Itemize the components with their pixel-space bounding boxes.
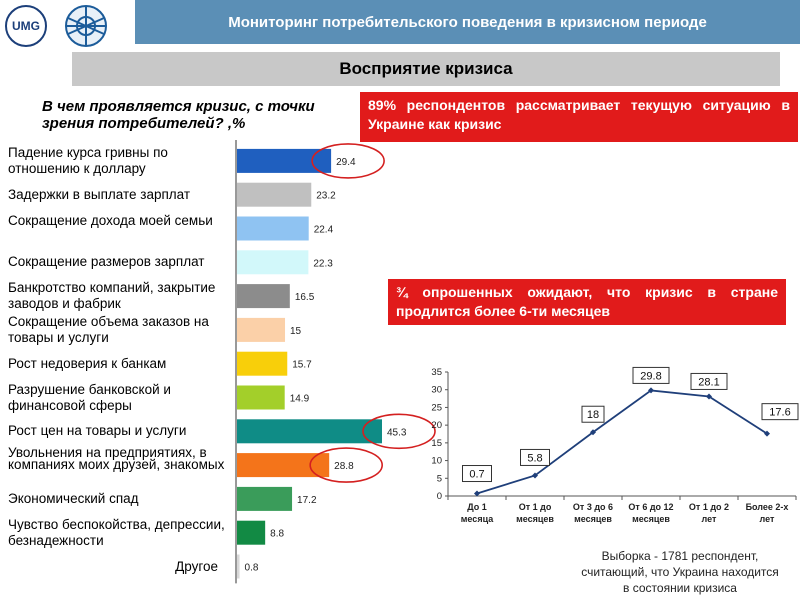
callout-crisis-perception: 89% респондентов рассматривает текущую с… <box>360 92 798 142</box>
y-tick-label: 0 <box>437 491 442 502</box>
globe-logo-icon <box>60 4 112 48</box>
bar-value-label: 29.4 <box>336 157 356 168</box>
highlight-ellipse <box>362 413 436 450</box>
bar <box>237 486 293 511</box>
section-title: Восприятие кризиса <box>72 52 780 86</box>
data-label: 29.8 <box>640 370 661 382</box>
data-point <box>764 430 770 437</box>
bar-category-label: Сокращение дохода моей семьи <box>8 212 213 228</box>
y-tick-label: 35 <box>431 367 442 378</box>
y-tick-label: 25 <box>431 402 442 413</box>
bar <box>237 351 288 376</box>
series-line <box>476 389 768 495</box>
y-tick-label: 30 <box>431 385 442 396</box>
header-title: Мониторинг потребительского поведения в … <box>135 0 800 44</box>
y-tick-label: 10 <box>431 456 442 467</box>
bar-value-label: 22.3 <box>313 258 333 269</box>
highlight-ellipse <box>309 447 383 483</box>
bar-value-label: 45.3 <box>387 427 407 438</box>
bar-value-label: 15 <box>290 326 302 337</box>
data-label-box <box>581 405 605 423</box>
bar-category-label: Сокращение объема заказов на товары и ус… <box>8 313 209 345</box>
bar <box>237 419 382 444</box>
data-label-box <box>632 366 670 384</box>
data-label: 0.7 <box>469 469 484 481</box>
bar-value-label: 14.9 <box>290 394 310 405</box>
bar-category-label: Рост цен на товары и услуги <box>8 423 187 439</box>
bar <box>237 250 309 275</box>
data-label: 18 <box>587 409 599 421</box>
bar-value-label: 17.2 <box>297 495 317 506</box>
x-tick-label: До 1 месяца <box>461 502 494 524</box>
bar-value-label: 0.8 <box>245 563 259 574</box>
bar <box>237 182 312 207</box>
bar-category-label: Рост недоверия к банкам <box>8 355 167 371</box>
bar <box>237 216 309 241</box>
callout-crisis-duration: ¾ опрошенных ожидают, что кризис в стран… <box>388 279 786 325</box>
data-label-box <box>761 403 799 421</box>
data-point <box>474 490 480 497</box>
x-tick-label: От 1 до месяцев <box>516 502 554 524</box>
bar-category-label: Задержки в выплате зарплат <box>8 186 191 202</box>
bar-value-label: 16.5 <box>295 292 315 303</box>
highlight-ellipse <box>311 143 385 179</box>
bar <box>237 520 266 545</box>
bar-category-label: Другое <box>175 558 218 574</box>
bar <box>237 385 285 410</box>
bar-chart-svg: 29.4 23.2 22.4 22.3 16.5 15 15.7 14.9 45.3 28.8 17… <box>235 140 436 584</box>
data-label-box <box>520 448 550 466</box>
line-chart: 0 5 10 15 20 25 30 35 До 1 месяца От 1 до месяцев От… <box>431 366 799 524</box>
data-point <box>590 429 596 436</box>
bar-category-label: Разрушение банковской и финансовой сферы <box>8 381 171 413</box>
data-label: 17.6 <box>769 407 790 419</box>
bar-value-label: 22.4 <box>314 225 334 236</box>
bar <box>237 554 240 579</box>
bar-category-label: Сокращение размеров зарплат <box>8 254 205 270</box>
bar-value-label: 23.2 <box>316 191 336 202</box>
y-tick-label: 5 <box>437 473 442 484</box>
y-tick-label: 15 <box>431 438 442 449</box>
x-tick-label: От 1 до 2 лет <box>689 502 729 524</box>
data-label-box <box>690 372 728 390</box>
bar-value-label: 28.8 <box>334 461 354 472</box>
x-tick-label: От 6 до 12 месяцев <box>628 502 673 524</box>
data-label: 28.1 <box>698 376 719 388</box>
bar <box>237 284 290 309</box>
bar-category-label: Увольнения на предприятиях, в компаниях … <box>8 445 225 473</box>
bar-category-label: Падение курса гривны по отношению к долл… <box>8 144 168 176</box>
bar-value-label: 15.7 <box>292 360 312 371</box>
bar <box>237 317 286 342</box>
bar-category-label: Чувство беспокойства, депрессии, безнаде… <box>8 516 225 548</box>
x-tick-label: От 3 до 6 месяцев <box>573 502 613 524</box>
bar-category-label: Экономический спад <box>8 490 139 506</box>
bar-chart: Падение курса гривны по отношению к долл… <box>0 140 436 585</box>
x-tick-label: Более 2-х лет <box>746 502 789 524</box>
bar-category-label: Банкротство компаний, закрытие заводов и… <box>8 280 216 312</box>
data-label: 5.8 <box>527 452 542 464</box>
y-tick-label: 20 <box>431 420 442 431</box>
sample-note: Выборка - 1781 респондент, считающий, чт… <box>581 549 779 595</box>
umg-logo: UMG <box>2 4 54 48</box>
data-point <box>706 393 712 400</box>
data-point <box>532 472 538 479</box>
data-point <box>648 387 654 394</box>
bar-chart-title: В чем проявляется кризис, с точки зрения… <box>42 98 315 132</box>
umg-logo-text: UMG <box>12 19 40 33</box>
data-label-box <box>462 465 492 483</box>
bar-value-label: 8.8 <box>270 529 284 540</box>
